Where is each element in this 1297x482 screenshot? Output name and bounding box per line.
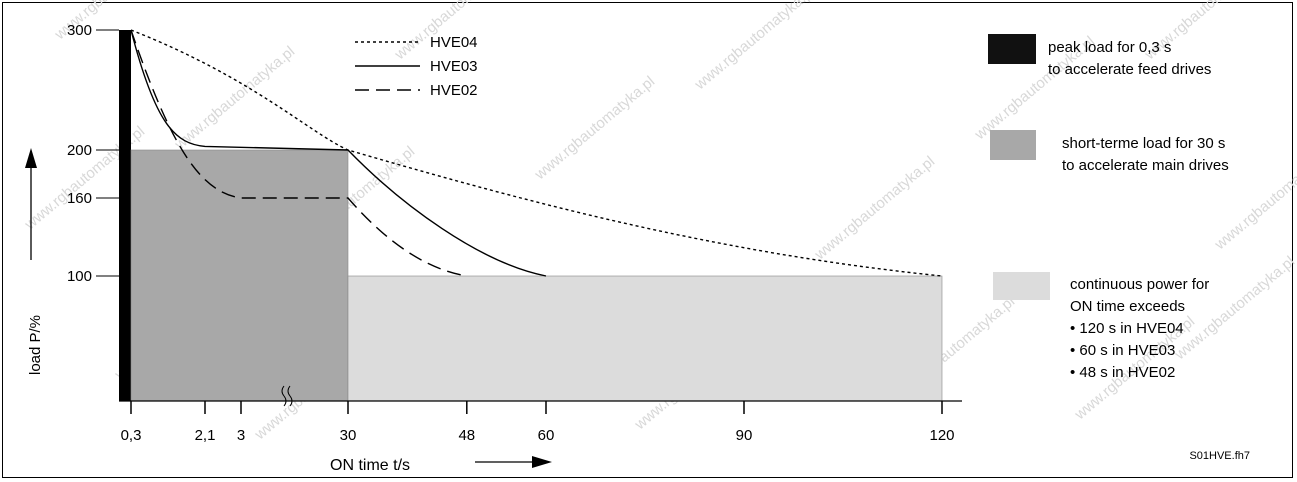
axis-break-mark bbox=[281, 385, 287, 407]
x-tick-label: 30 bbox=[340, 427, 357, 444]
chart-series bbox=[130, 29, 943, 277]
region-legend-swatch-peak bbox=[988, 34, 1036, 64]
legend-label-hve02: HVE02 bbox=[430, 82, 478, 99]
watermark-text: www.rgbautomatyka.pl bbox=[531, 73, 658, 184]
x-arrow-head bbox=[532, 456, 552, 468]
figure-id: S01HVE.fh7 bbox=[1189, 450, 1250, 462]
region-peak-load bbox=[119, 30, 131, 401]
watermark-text: www.rgbautomatyka.pl bbox=[171, 43, 298, 154]
y-tick-label: 160 bbox=[67, 190, 92, 207]
x-tick-label: 48 bbox=[458, 427, 475, 444]
x-tick-label: 0,3 bbox=[121, 427, 142, 444]
region-legend-text-continuous: continuous power for bbox=[1070, 276, 1209, 293]
watermark-text: www.rgbautomatyka.pl bbox=[811, 153, 938, 264]
region-legend-text-continuous: • 120 s in HVE04 bbox=[1070, 320, 1184, 337]
chart-regions bbox=[119, 30, 943, 402]
y-tick-label: 200 bbox=[67, 142, 92, 159]
region-legend-swatch-short bbox=[990, 130, 1036, 160]
region-legend: peak load for 0,3 s to accelerate feed dr… bbox=[988, 34, 1229, 381]
region-legend-text-short: to accelerate main drives bbox=[1062, 157, 1229, 174]
series-line-hve04 bbox=[130, 29, 943, 277]
region-legend-text-continuous: • 60 s in HVE03 bbox=[1070, 342, 1175, 359]
series-line-hve03 bbox=[130, 29, 547, 277]
y-tick-label: 300 bbox=[67, 22, 92, 39]
x-tick-label: 60 bbox=[538, 427, 555, 444]
region-legend-text-short: short-terme load for 30 s bbox=[1062, 135, 1225, 152]
chart-axes: 300 200 160 100 0,3 2,1 3 30 48 60 90 120 bbox=[25, 22, 962, 468]
watermark-text: www.rgbautomatyka.pl bbox=[691, 0, 818, 94]
region-legend-text-continuous: • 48 s in HVE02 bbox=[1070, 364, 1175, 381]
watermark-text: www.rgbautomatyka.pl bbox=[391, 0, 518, 64]
y-axis-label: load P/% bbox=[27, 315, 44, 375]
chart-legend: HVE04 HVE03 HVE02 bbox=[355, 34, 478, 99]
y-tick-label: 100 bbox=[67, 268, 92, 285]
x-tick-label: 3 bbox=[237, 427, 245, 444]
region-legend-swatch-continuous bbox=[993, 272, 1050, 300]
region-legend-text-continuous: ON time exceeds bbox=[1070, 298, 1185, 315]
x-tick-label: 90 bbox=[736, 427, 753, 444]
x-tick-label: 2,1 bbox=[195, 427, 216, 444]
x-axis-label: ON time t/s bbox=[330, 457, 410, 474]
watermark-text: www.rgbautomatyka.pl bbox=[1171, 253, 1297, 364]
y-arrow-head bbox=[25, 148, 37, 168]
legend-label-hve04: HVE04 bbox=[430, 34, 478, 51]
legend-label-hve03: HVE03 bbox=[430, 58, 478, 75]
region-continuous-power bbox=[347, 275, 943, 402]
region-legend-text-peak: to accelerate feed drives bbox=[1048, 61, 1211, 78]
axis-break-mark bbox=[287, 385, 293, 407]
series-line-hve02 bbox=[130, 29, 467, 277]
region-short-term-load bbox=[130, 149, 349, 402]
x-tick-label: 120 bbox=[929, 427, 954, 444]
region-legend-text-peak: peak load for 0,3 s bbox=[1048, 39, 1171, 56]
